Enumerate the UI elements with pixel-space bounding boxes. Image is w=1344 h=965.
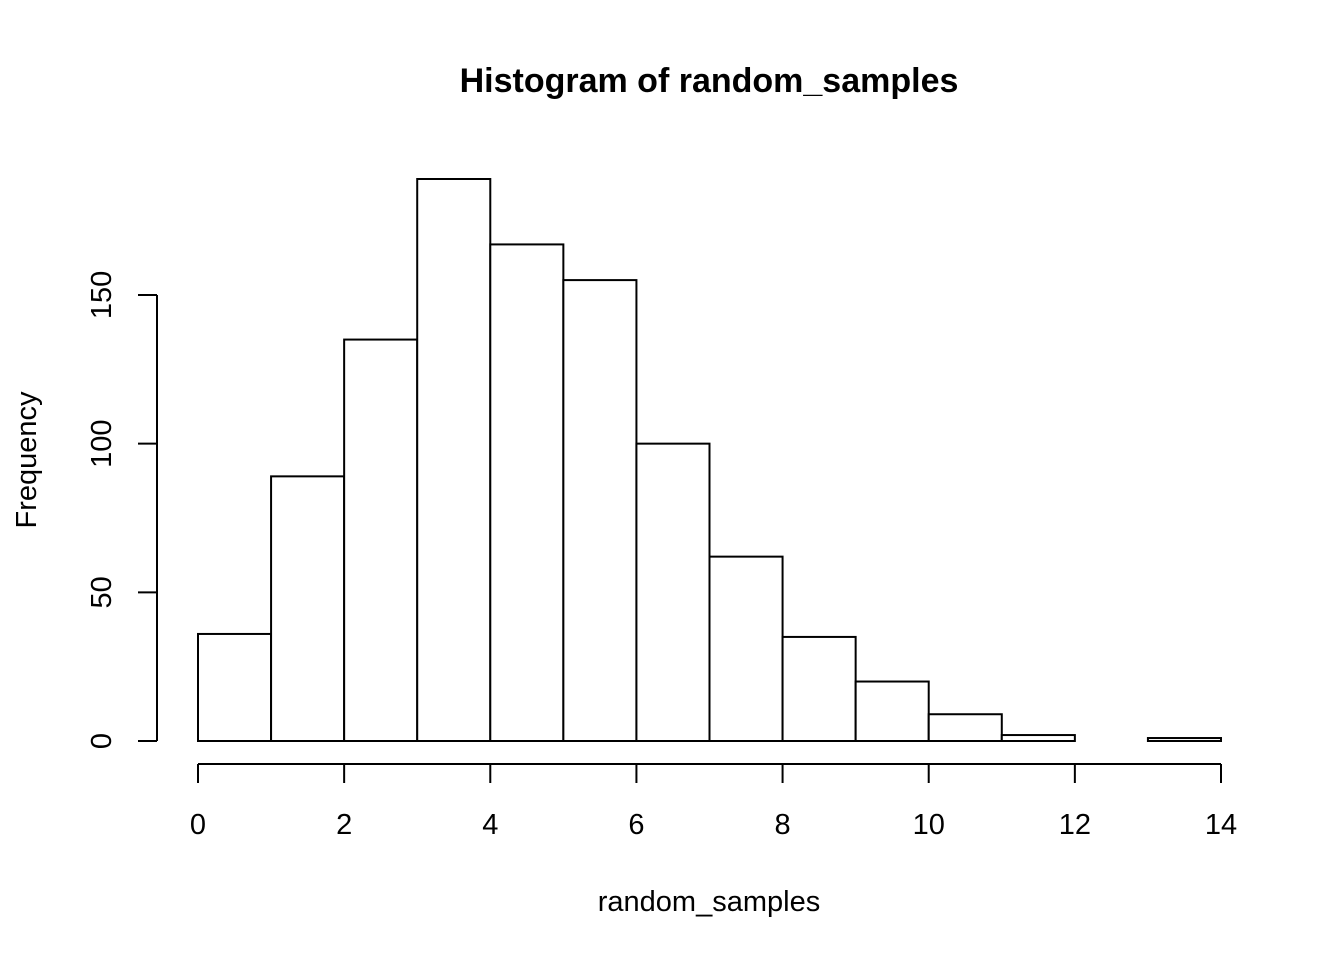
histogram-bar [854, 680, 930, 743]
histogram-bar [416, 178, 492, 742]
x-tick-label: 8 [775, 809, 791, 841]
histogram-bar [343, 338, 419, 742]
y-tick-label: 0 [86, 733, 118, 749]
x-tick-label: 12 [1059, 809, 1091, 841]
chart-title: Histogram of random_samples [460, 62, 959, 100]
histogram-bars [197, 178, 1223, 743]
y-axis: 0 50 100 150 [86, 271, 158, 749]
histogram-bar [1146, 737, 1223, 742]
histogram-bar [635, 442, 711, 742]
x-tick-label: 14 [1205, 809, 1237, 841]
x-tick-label: 0 [190, 809, 206, 841]
y-axis-title: Frequency [11, 391, 43, 529]
histogram-bar [562, 279, 638, 742]
histogram-bar [927, 713, 1003, 743]
x-tick-label: 6 [628, 809, 644, 841]
x-tick-label: 4 [482, 809, 498, 841]
y-tick-label: 150 [86, 271, 118, 319]
histogram-bar [1000, 734, 1076, 743]
y-tick-label: 50 [86, 576, 118, 608]
x-tick-label: 10 [913, 809, 945, 841]
histogram-bar [781, 635, 857, 742]
histogram-bar [708, 555, 784, 742]
x-axis: 0 2 4 6 8 10 12 14 [190, 763, 1237, 841]
x-tick-label: 2 [336, 809, 352, 841]
x-axis-title: random_samples [598, 886, 820, 918]
y-tick-label: 100 [86, 419, 118, 467]
histogram-bar [197, 632, 273, 743]
histogram-bar [489, 243, 565, 742]
histogram-bar [270, 475, 346, 742]
